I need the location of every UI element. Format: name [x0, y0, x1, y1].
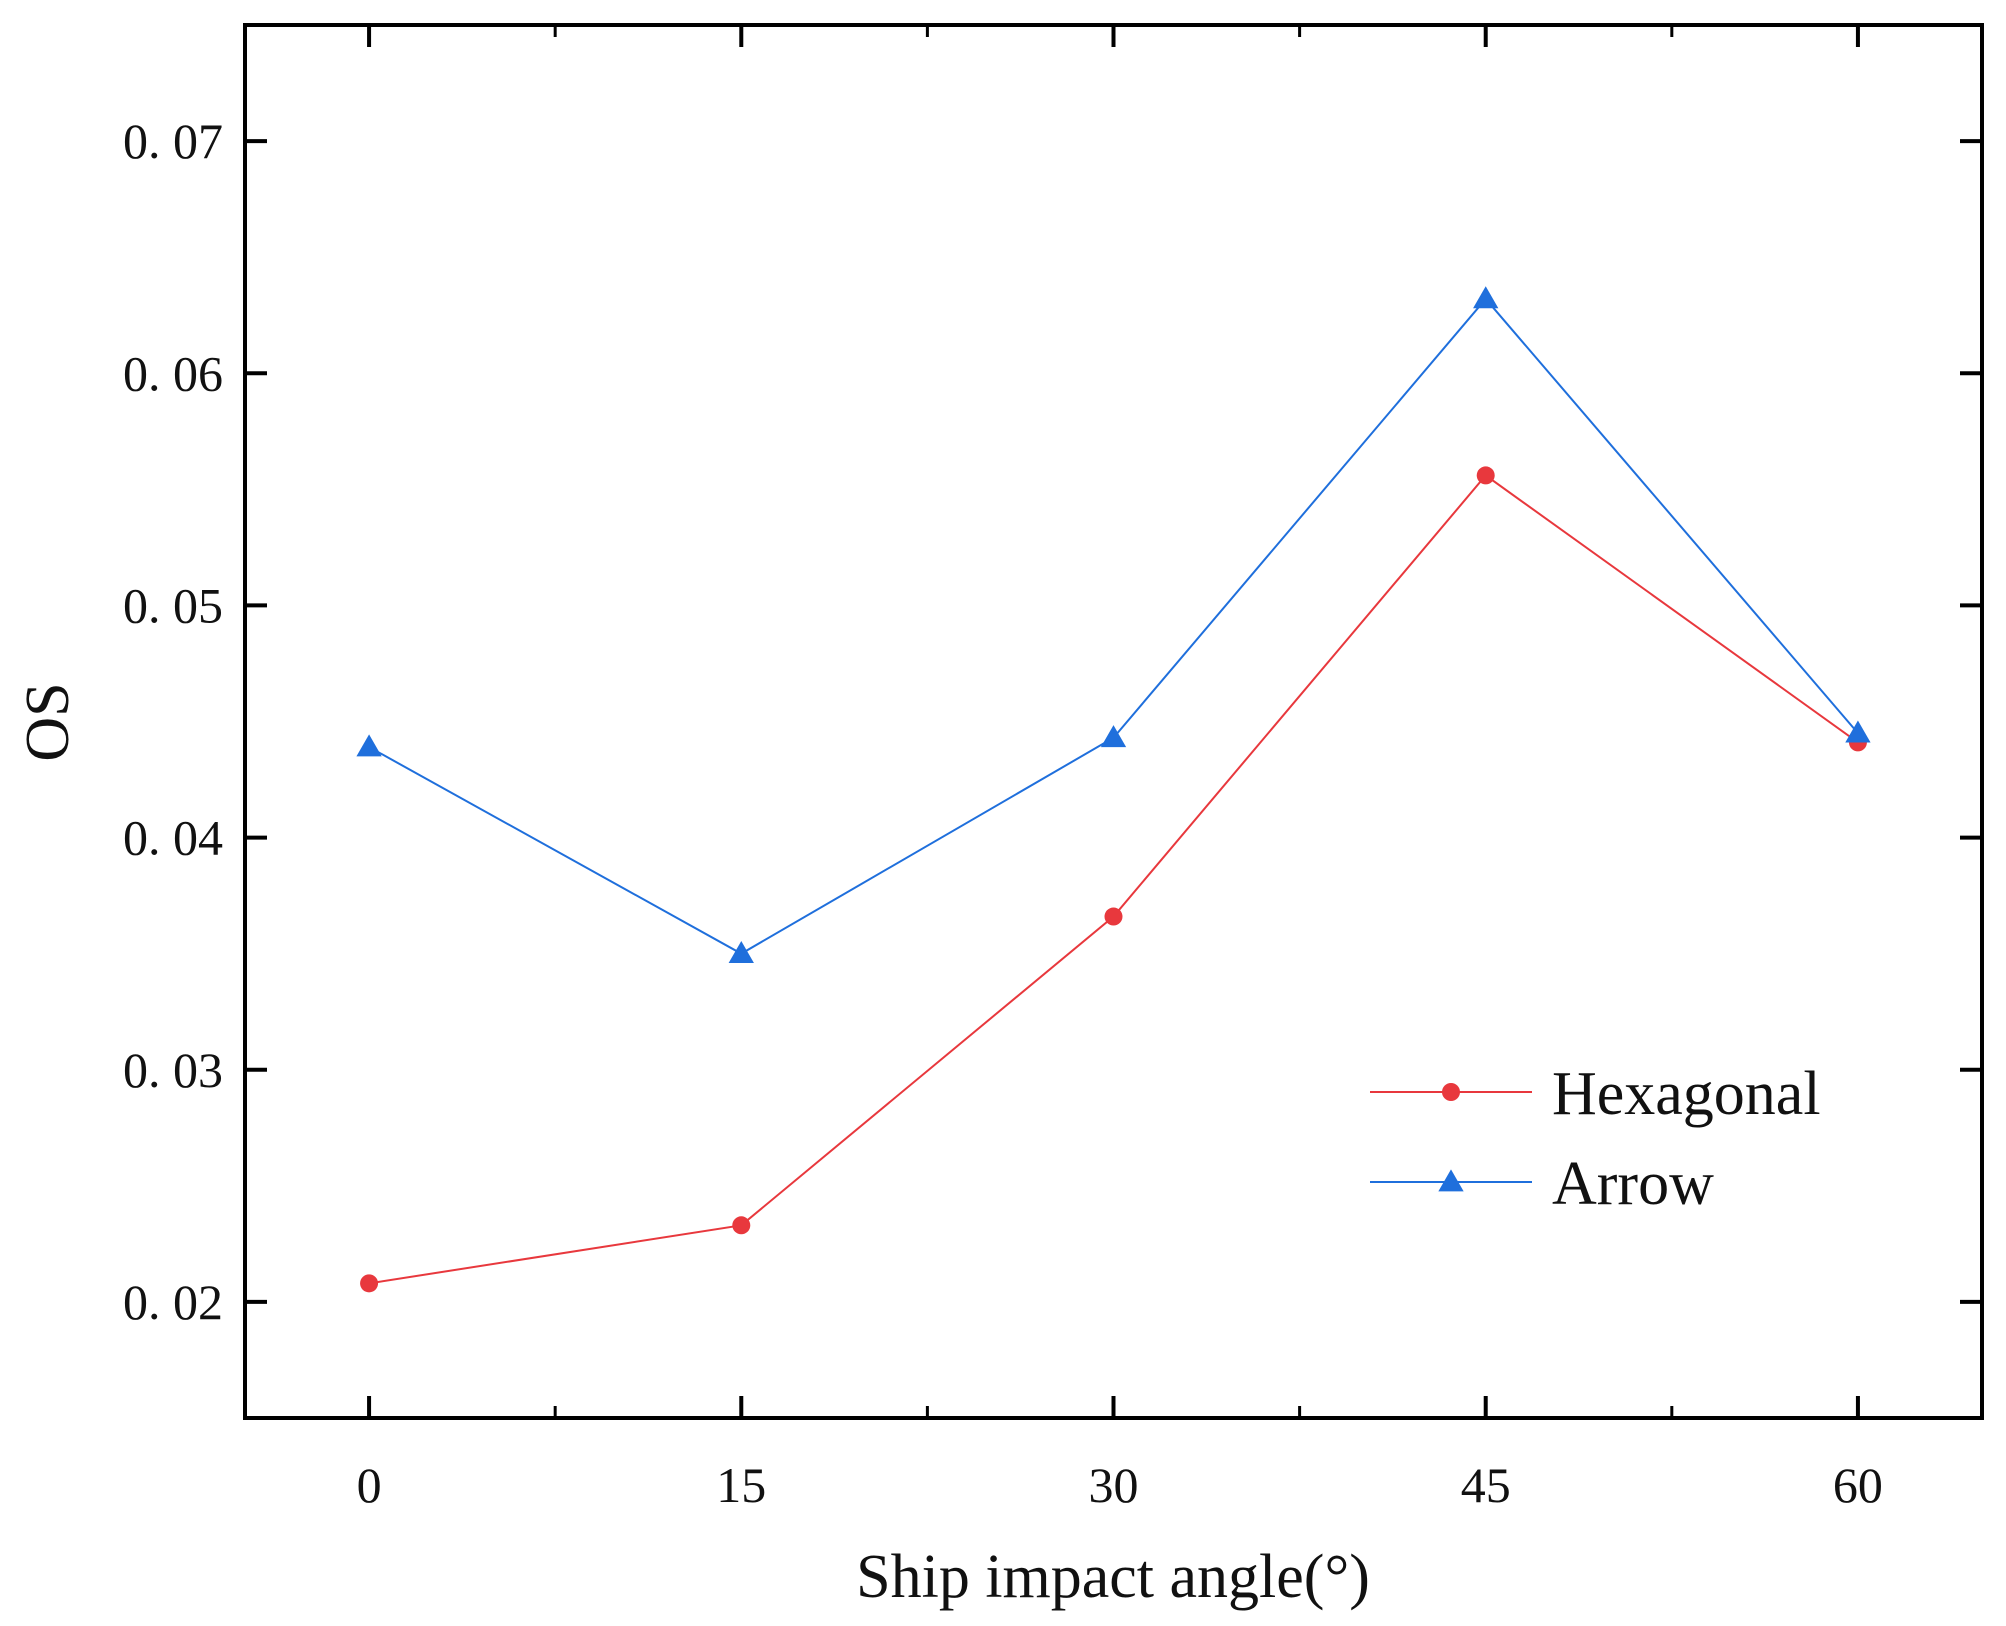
legend: Hexagonal Arrow	[1370, 1060, 1821, 1218]
x-tick-label: 30	[1089, 1457, 1139, 1513]
plot-frame	[243, 23, 1984, 1420]
x-tick-label: 15	[716, 1457, 766, 1513]
y-axis-ticks: 0. 02 0. 03 0. 04 0. 05 0. 06 0. 07	[123, 113, 1982, 1330]
y-axis-title: OS	[14, 682, 82, 761]
data-point	[728, 941, 754, 964]
series-layer	[356, 286, 1871, 1293]
series-arrow	[356, 286, 1871, 964]
data-point	[1476, 466, 1495, 485]
legend-item-arrow: Arrow	[1370, 1150, 1714, 1218]
y-tick-label: 0. 05	[123, 577, 223, 633]
x-tick-label: 60	[1833, 1457, 1883, 1513]
legend-marker	[1438, 1169, 1464, 1192]
data-point	[1104, 907, 1123, 926]
x-tick-label: 45	[1461, 1457, 1511, 1513]
y-tick-label: 0. 07	[123, 113, 223, 169]
legend-marker	[1442, 1083, 1460, 1101]
x-tick-label: 0	[357, 1457, 382, 1513]
legend-item-hexagonal: Hexagonal	[1370, 1060, 1821, 1128]
legend-label: Arrow	[1552, 1150, 1714, 1218]
data-point	[1845, 720, 1871, 743]
data-point	[1100, 725, 1127, 748]
y-tick-label: 0. 02	[123, 1274, 223, 1330]
data-point	[356, 734, 382, 757]
legend-label: Hexagonal	[1552, 1060, 1821, 1128]
data-point	[360, 1274, 379, 1293]
x-axis-title: Ship impact angle(°)	[856, 1543, 1370, 1611]
data-point	[732, 1216, 751, 1235]
x-axis-ticks: 0 15 30 45 60	[357, 25, 1883, 1513]
y-tick-label: 0. 04	[123, 810, 223, 866]
y-tick-label: 0. 03	[123, 1042, 223, 1098]
y-tick-label: 0. 06	[123, 345, 223, 401]
data-point	[1473, 286, 1499, 309]
series-line	[368, 297, 1859, 955]
